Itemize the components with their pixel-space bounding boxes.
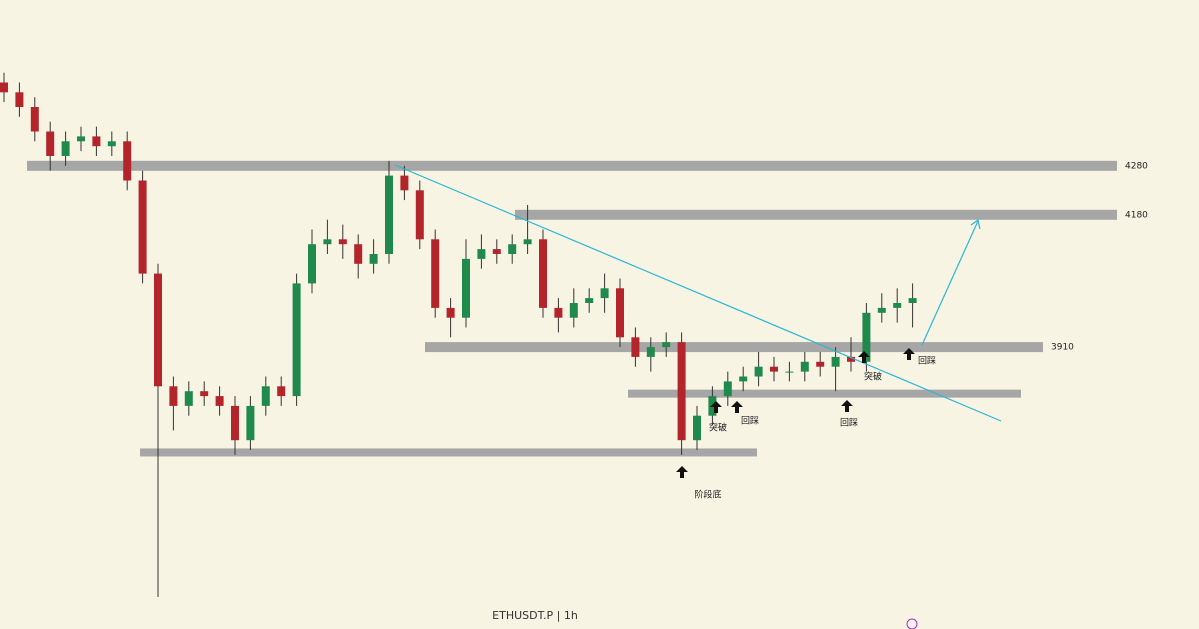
up-arrow — [676, 466, 688, 478]
annotation: 回踩 — [918, 356, 936, 367]
candle-body — [0, 82, 8, 93]
candle-body — [77, 136, 85, 142]
level-zone — [140, 448, 757, 457]
candle-body — [308, 244, 316, 284]
candle-body — [400, 175, 409, 191]
candle-body — [646, 347, 655, 357]
up-arrow — [710, 401, 722, 413]
candle-body — [893, 303, 902, 308]
candle-body — [877, 307, 886, 313]
candle-body — [215, 396, 224, 406]
projection-line — [921, 220, 979, 346]
annotation: 回踩 — [840, 418, 858, 429]
up-arrow — [903, 348, 915, 360]
candle-body — [184, 391, 193, 406]
candle-body — [338, 239, 347, 245]
level-zone — [425, 342, 1043, 353]
candle-body — [523, 239, 532, 245]
candle-body — [800, 361, 809, 372]
candle-body — [847, 356, 855, 362]
candle-body — [169, 386, 178, 406]
level-label: 4180 — [1125, 210, 1148, 220]
candles — [0, 72, 917, 597]
level-zone — [515, 209, 1117, 220]
up-arrow — [841, 400, 853, 412]
candle-body — [477, 249, 486, 259]
level-label: 4280 — [1125, 161, 1148, 171]
candle-body — [816, 361, 825, 367]
candle-body — [908, 298, 917, 303]
candle-body — [369, 254, 378, 264]
candle-body — [693, 415, 701, 441]
trend-line — [394, 164, 1002, 422]
candle-body — [831, 356, 840, 367]
candle-body — [862, 312, 871, 362]
annotation: 阶段底 — [694, 489, 721, 501]
annotation: 回踩 — [741, 416, 759, 427]
candle-body — [492, 249, 501, 254]
candle-body — [462, 258, 470, 318]
icon[interactable] — [906, 618, 918, 629]
candle-body — [554, 307, 563, 318]
candle-body — [200, 391, 209, 397]
candle-body — [138, 180, 147, 274]
candle-body — [261, 386, 270, 406]
level-zones: 4280 4180 3910 — [27, 160, 1148, 457]
candle-body — [354, 244, 363, 264]
candle-body — [431, 239, 440, 308]
candle-body — [631, 337, 640, 357]
up-arrow — [731, 401, 743, 413]
up-arrow — [858, 351, 870, 363]
candle-body — [569, 303, 578, 318]
candle-body — [539, 239, 547, 308]
candle-body — [123, 141, 132, 181]
candle-body — [585, 298, 594, 303]
candle-body — [246, 405, 255, 441]
candle-body — [616, 288, 624, 338]
level-label: 3910 — [1051, 343, 1074, 353]
candle-body — [770, 366, 778, 372]
candle-body — [154, 273, 162, 387]
candle-body — [385, 175, 393, 254]
candle-body — [92, 136, 101, 147]
candle-body — [723, 381, 732, 397]
candle-body — [15, 92, 24, 107]
candle-body — [292, 283, 301, 397]
candle-body — [785, 371, 794, 373]
candle-body — [677, 342, 686, 441]
candle-body — [231, 405, 239, 441]
candle-body — [46, 131, 55, 156]
annotation: 突破 — [709, 422, 727, 434]
level-zone — [628, 389, 1021, 398]
candle-body — [739, 376, 748, 382]
candle-body — [508, 244, 517, 254]
candle-body — [600, 288, 609, 299]
annotation: 突破 — [864, 371, 882, 383]
arrow-head — [970, 218, 981, 230]
candle-body — [277, 386, 286, 397]
level-zone — [27, 160, 1117, 171]
candle-body — [323, 239, 332, 245]
footer: ETHUSDT.P | 1h — [492, 609, 578, 622]
candle-body — [446, 307, 455, 318]
candle-body — [30, 107, 39, 132]
candle-body — [107, 141, 116, 147]
candle-body — [662, 342, 671, 348]
candle-body — [415, 190, 424, 240]
candle-body — [754, 366, 763, 377]
projection-arrow — [921, 218, 981, 346]
candle-body — [61, 141, 70, 156]
